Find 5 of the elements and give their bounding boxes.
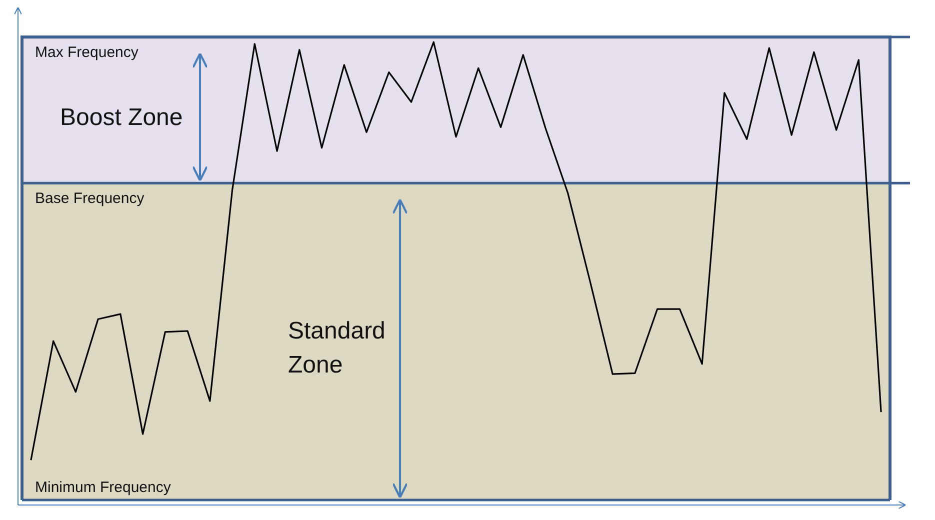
ref-line-label: Max Frequency [35,44,139,61]
band-label: Boost Zone [60,104,183,132]
ref-line-label: Base Frequency [35,190,145,208]
ref-line-label: Minimum Frequency [35,479,172,496]
band-label: Standard Zone [288,318,386,379]
